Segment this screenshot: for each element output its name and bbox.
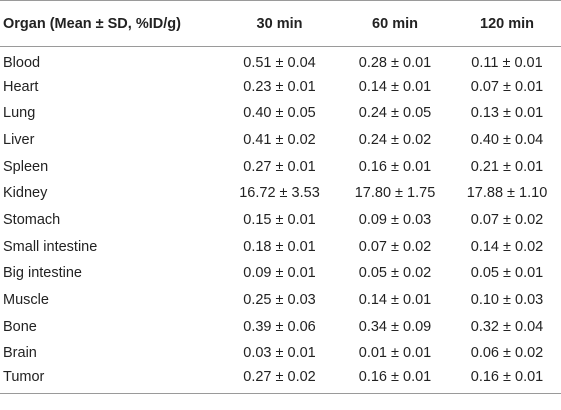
organ-cell: Muscle: [3, 292, 49, 309]
value-60-min-cell: 0.14 ± 0.01: [358, 292, 432, 309]
value-30-min-cell: 16.72 ± 3.53: [239, 185, 320, 202]
value-60-min-cell: 0.01 ± 0.01: [358, 345, 432, 362]
organ-cell: Spleen: [3, 158, 49, 175]
table-row: Big intestine 0.09 ± 0.01 0.05 ± 0.02 0.05 …: [0, 260, 561, 287]
value-120-min-cell: 0.13 ± 0.01: [470, 105, 544, 122]
value-60-min-cell: 0.24 ± 0.02: [358, 131, 432, 148]
organ-cell: Lung: [3, 105, 36, 122]
value-120-min-cell: 0.05 ± 0.01: [470, 265, 544, 282]
table-row: Liver 0.41 ± 0.02 0.24 ± 0.02 0.40 ± 0.04: [0, 127, 561, 154]
value-120-min-cell: 0.11 ± 0.01: [471, 55, 543, 72]
value-60-min-cell: 17.80 ± 1.75: [354, 185, 436, 202]
organ-cell: Tumor: [3, 369, 45, 386]
header-120-min: 120 min: [453, 0, 561, 47]
value-30-min-cell: 0.27 ± 0.01: [243, 158, 316, 175]
value-120-min-cell: 0.07 ± 0.02: [470, 211, 544, 228]
biodistribution-table: Organ (Mean ± SD, %ID/g) 30 min 60 min 1…: [0, 0, 561, 394]
organ-cell: Bone: [3, 318, 37, 335]
table-row: Lung 0.40 ± 0.05 0.24 ± 0.05 0.13 ± 0.01: [0, 100, 561, 127]
value-120-min-cell: 0.16 ± 0.01: [470, 369, 544, 386]
value-120-min-cell: 0.14 ± 0.02: [470, 238, 544, 255]
value-120-min-cell: 0.10 ± 0.03: [470, 292, 544, 309]
table-row: Muscle 0.25 ± 0.03 0.14 ± 0.01 0.10 ± 0.03: [0, 287, 561, 314]
biodistribution-table-container: Organ (Mean ± SD, %ID/g) 30 min 60 min 1…: [0, 0, 561, 394]
organ-cell: Kidney: [3, 185, 48, 202]
value-30-min-cell: 0.51 ± 0.04: [243, 55, 316, 72]
value-60-min-cell: 0.05 ± 0.02: [358, 265, 432, 282]
header-30-min: 30 min: [222, 0, 337, 47]
header-row: Organ (Mean ± SD, %ID/g) 30 min 60 min 1…: [0, 0, 561, 47]
table-header: Organ (Mean ± SD, %ID/g) 30 min 60 min 1…: [0, 0, 561, 47]
table-row: Blood 0.51 ± 0.04 0.28 ± 0.01 0.11 ± 0.01: [0, 47, 561, 74]
value-120-min-cell: 0.07 ± 0.01: [470, 78, 544, 95]
value-30-min-cell: 0.41 ± 0.02: [243, 131, 316, 148]
value-60-min-cell: 0.09 ± 0.03: [358, 211, 432, 228]
value-30-min-cell: 0.25 ± 0.03: [243, 292, 316, 309]
value-30-min-cell: 0.40 ± 0.05: [243, 105, 316, 122]
table-row: Small intestine 0.18 ± 0.01 0.07 ± 0.02 0.1…: [0, 233, 561, 260]
table-row: Spleen 0.27 ± 0.01 0.16 ± 0.01 0.21 ± 0.01: [0, 153, 561, 180]
header-60-min: 60 min: [337, 0, 453, 47]
value-120-min-cell: 0.06 ± 0.02: [470, 345, 544, 362]
value-60-min-cell: 0.14 ± 0.01: [358, 78, 432, 95]
table-row: Bone 0.39 ± 0.06 0.34 ± 0.09 0.32 ± 0.04: [0, 313, 561, 340]
organ-cell: Blood: [3, 55, 41, 72]
value-60-min-cell: 0.16 ± 0.01: [358, 369, 432, 386]
organ-cell: Big intestine: [3, 265, 82, 282]
table-body: Blood 0.51 ± 0.04 0.28 ± 0.01 0.11 ± 0.01 He…: [0, 47, 561, 394]
organ-cell: Small intestine: [3, 238, 98, 255]
value-30-min-cell: 0.23 ± 0.01: [243, 78, 316, 95]
value-60-min-cell: 0.34 ± 0.09: [358, 318, 432, 335]
table-row: Stomach 0.15 ± 0.01 0.09 ± 0.03 0.07 ± 0.02: [0, 207, 561, 234]
table-bottom-rule: [0, 393, 561, 395]
value-60-min-cell: 0.07 ± 0.02: [358, 238, 432, 255]
value-30-min-cell: 0.39 ± 0.06: [243, 318, 316, 335]
value-30-min-cell: 0.18 ± 0.01: [243, 238, 316, 255]
value-120-min-cell: 0.32 ± 0.04: [470, 318, 544, 335]
header-organ: Organ (Mean ± SD, %ID/g): [0, 0, 222, 47]
value-120-min-cell: 0.21 ± 0.01: [470, 158, 544, 175]
value-30-min-cell: 0.09 ± 0.01: [243, 265, 316, 282]
value-30-min-cell: 0.27 ± 0.02: [243, 369, 316, 386]
value-60-min-cell: 0.28 ± 0.01: [358, 55, 432, 72]
value-30-min-cell: 0.03 ± 0.01: [243, 345, 316, 362]
organ-cell: Stomach: [3, 211, 61, 228]
table-row: Heart 0.23 ± 0.01 0.14 ± 0.01 0.07 ± 0.01: [0, 73, 561, 100]
value-60-min-cell: 0.16 ± 0.01: [358, 158, 432, 175]
table-row: Brain 0.03 ± 0.01 0.01 ± 0.01 0.06 ± 0.02: [0, 340, 561, 367]
table-row: Kidney 16.72 ± 3.53 17.80 ± 1.75 17.88 ± 1.…: [0, 180, 561, 207]
organ-cell: Brain: [3, 345, 37, 362]
value-120-min-cell: 17.88 ± 1.10: [466, 185, 548, 202]
value-60-min-cell: 0.24 ± 0.05: [358, 105, 432, 122]
organ-cell: Heart: [3, 78, 39, 95]
value-30-min-cell: 0.15 ± 0.01: [243, 211, 316, 228]
organ-cell: Liver: [3, 131, 35, 148]
table-row: Tumor 0.27 ± 0.02 0.16 ± 0.01 0.16 ± 0.01: [0, 367, 561, 394]
value-120-min-cell: 0.40 ± 0.04: [470, 131, 544, 148]
